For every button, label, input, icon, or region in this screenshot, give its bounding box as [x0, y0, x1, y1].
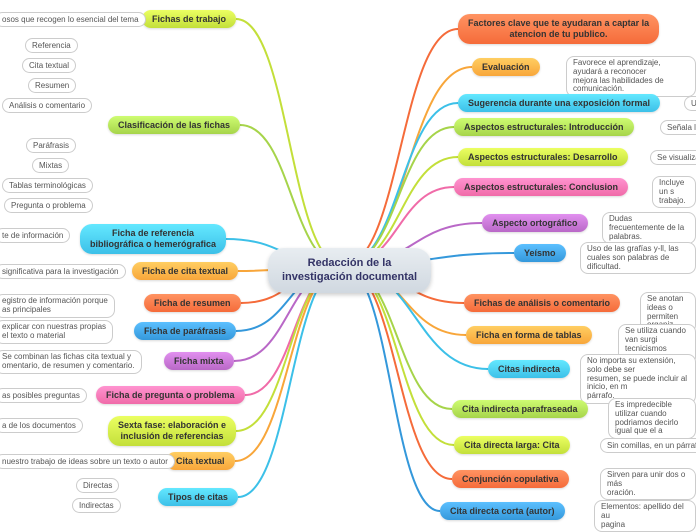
branch-node: Citas indirecta	[488, 360, 570, 378]
sub-node: Se combinan las fichas cita textual yome…	[0, 350, 142, 374]
branch-node: Ficha de cita textual	[132, 262, 238, 280]
sub-node: Resumen	[28, 78, 76, 93]
center-node: Redacción de lainvestigación documental	[268, 248, 431, 293]
branch-node: Sugerencia durante una exposición formal	[458, 94, 660, 112]
branch-node: Clasificación de las fichas	[108, 116, 240, 134]
branch-node: Cita directa corta (autor)	[440, 502, 565, 520]
sub-node: Sirven para unir dos o másoración.	[600, 468, 696, 500]
sub-node: No importa su extensión, solo debe serre…	[580, 354, 696, 404]
branch-node: Fichas de análisis o comentario	[464, 294, 620, 312]
branch-node: Ficha de resumen	[144, 294, 241, 312]
sub-node: Se visualiza la	[650, 150, 696, 165]
sub-node: osos que recogen lo esencial del tema	[0, 12, 146, 27]
sub-node: Uso de las grafías y-ll, las cuales son …	[580, 242, 696, 274]
branch-node: Evaluación	[472, 58, 540, 76]
sub-node: Paráfrasis	[26, 138, 76, 153]
sub-node: nuestro trabajo de ideas sobre un texto …	[0, 454, 175, 469]
sub-node: explicar con nuestras propiasel texto o …	[0, 320, 113, 344]
sub-node: Mixtas	[32, 158, 69, 173]
sub-node: te de información	[0, 228, 70, 243]
sub-node: Tablas terminológicas	[2, 178, 93, 193]
sub-node: a de los documentos	[0, 418, 83, 433]
branch-node: Yeísmo	[514, 244, 566, 262]
sub-node: Elementos: apellido del aupagina	[594, 500, 696, 532]
sub-node: Favorece el aprendizaje, ayudará a recon…	[566, 56, 696, 97]
sub-node: Us	[684, 96, 696, 111]
sub-node: Sin comillas, en un párrafo aparte de	[600, 438, 696, 453]
branch-node: Ficha mixta	[164, 352, 234, 370]
branch-node: Factores clave que te ayudaran a captar …	[458, 14, 659, 44]
sub-node: Directas	[76, 478, 119, 493]
branch-node: Ficha de referenciabibliográfica o hemer…	[80, 224, 226, 254]
sub-node: Referencia	[25, 38, 78, 53]
branch-node: Cita directa larga: Cita	[454, 436, 570, 454]
sub-node: as posibles preguntas	[0, 388, 87, 403]
sub-node: Señala lo	[660, 120, 696, 135]
branch-node: Aspecto ortográfico	[482, 214, 588, 232]
branch-node: Sexta fase: elaboración einclusión de re…	[108, 416, 236, 446]
branch-node: Cita textual	[166, 452, 235, 470]
branch-node: Fichas de trabajo	[142, 10, 236, 28]
sub-node: Es impredecible utilizar cuandopodriamos…	[608, 398, 696, 439]
branch-node: Ficha en forma de tablas	[466, 326, 592, 344]
branch-node: Aspectos estructurales: Introducción	[454, 118, 634, 136]
sub-node: egistro de información porqueas principa…	[0, 294, 115, 318]
sub-node: Incluye un strabajo.	[652, 176, 696, 208]
branch-node: Cita indirecta parafraseada	[452, 400, 588, 418]
branch-node: Aspectos estructurales: Conclusion	[454, 178, 628, 196]
sub-node: significativa para la investigación	[0, 264, 126, 279]
branch-node: Ficha de paráfrasis	[134, 322, 236, 340]
sub-node: Análisis o comentario	[2, 98, 92, 113]
branch-node: Tipos de citas	[158, 488, 238, 506]
sub-node: Pregunta o problema	[4, 198, 93, 213]
sub-node: Dudas frecuentemente de lapalabras.	[602, 212, 696, 244]
branch-node: Ficha de pregunta o problema	[96, 386, 245, 404]
branch-node: Conjunción copulativa	[452, 470, 569, 488]
branch-node: Aspectos estructurales: Desarrollo	[458, 148, 628, 166]
sub-node: Indirectas	[72, 498, 121, 513]
sub-node: Cita textual	[22, 58, 76, 73]
